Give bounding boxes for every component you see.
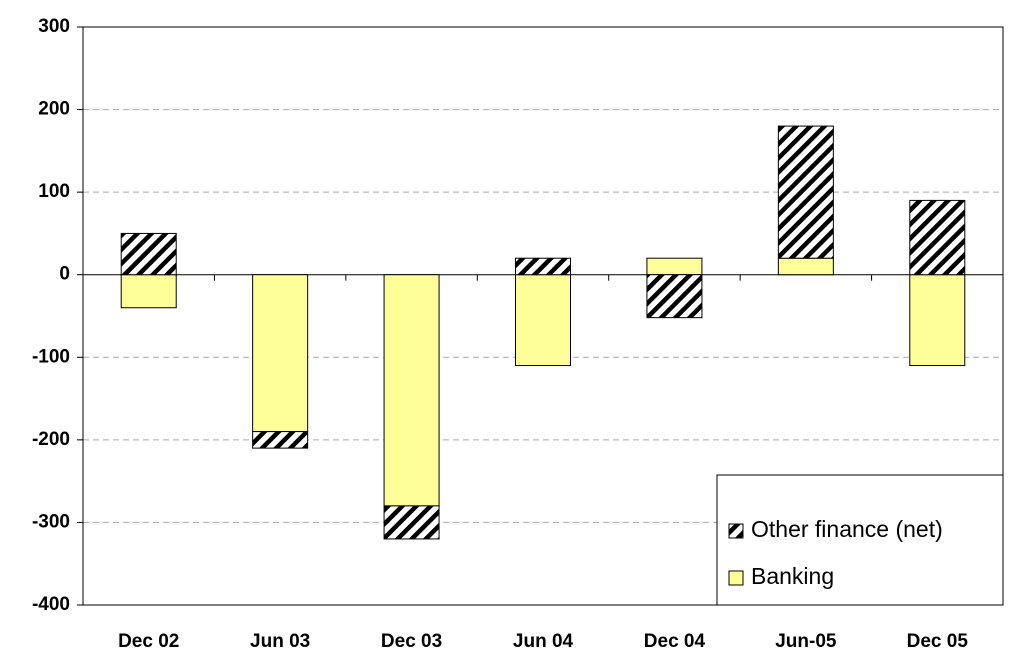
x-tick-label: Jun-05 bbox=[775, 631, 837, 652]
x-tick-label: Dec 03 bbox=[381, 631, 442, 652]
y-tick-label: -100 bbox=[32, 346, 70, 367]
bar-segment bbox=[515, 274, 571, 367]
bar-segment bbox=[120, 274, 177, 309]
y-tick-label: 100 bbox=[38, 181, 70, 202]
legend-swatch bbox=[728, 523, 744, 539]
bar-segment bbox=[383, 505, 440, 540]
bar-segment bbox=[909, 274, 966, 367]
bar-segment bbox=[777, 125, 834, 259]
y-tick-label: 0 bbox=[59, 264, 70, 285]
bar-segment bbox=[120, 232, 177, 276]
legend-box bbox=[716, 474, 1004, 606]
legend-label: Other finance (net) bbox=[751, 516, 943, 542]
x-tick-label: Dec 05 bbox=[907, 631, 969, 652]
y-tick-label: -300 bbox=[32, 511, 70, 532]
x-tick-label: Jun 04 bbox=[513, 631, 574, 652]
y-tick-label: 200 bbox=[38, 99, 70, 120]
bar-segment bbox=[252, 274, 309, 433]
x-tick-label: Dec 04 bbox=[644, 631, 706, 652]
bar-segment bbox=[777, 257, 834, 276]
y-tick-label: -400 bbox=[32, 594, 70, 615]
legend-swatch bbox=[728, 570, 744, 586]
legend-label: Banking bbox=[751, 563, 834, 589]
bar-segment bbox=[252, 431, 309, 449]
plot-frame bbox=[82, 26, 1004, 606]
bar-segment bbox=[909, 199, 966, 276]
bar-segment bbox=[383, 274, 440, 507]
bar-segment bbox=[646, 274, 703, 319]
bar-segment bbox=[646, 257, 703, 276]
y-tick-label: 300 bbox=[38, 16, 70, 37]
y-tick-label: -200 bbox=[32, 429, 70, 450]
bar-segment bbox=[515, 257, 571, 276]
x-tick-label: Dec 02 bbox=[118, 631, 179, 652]
x-tick-label: Jun 03 bbox=[250, 631, 310, 652]
